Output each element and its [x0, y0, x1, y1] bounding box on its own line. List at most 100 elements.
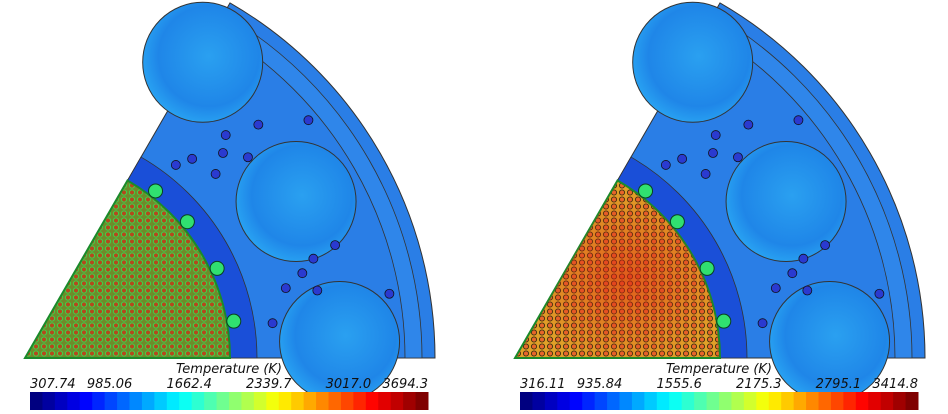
coolant-hole: [313, 286, 322, 295]
coolant-hole: [701, 169, 710, 178]
coolant-hole: [188, 154, 197, 163]
colorbar-step: [204, 392, 217, 410]
colorbar-step: [806, 392, 819, 410]
colorbar-step: [881, 392, 894, 410]
colorbar-step: [570, 392, 583, 410]
colorbar-step: [167, 392, 180, 410]
coolant-hole: [678, 154, 687, 163]
colorbar-step: [316, 392, 329, 410]
colorbar-step: [105, 392, 118, 410]
edge-channel: [227, 314, 241, 328]
colorbar-step: [366, 392, 379, 410]
colorbar-tick-label: 2339.7: [246, 377, 292, 392]
colorbar-step: [781, 392, 794, 410]
colorbar-step: [179, 392, 192, 410]
colorbar-step: [906, 392, 919, 410]
colorbar-step: [341, 392, 354, 410]
colorbar-step: [403, 392, 416, 410]
coolant-hole: [281, 284, 290, 293]
colorbar-step: [682, 392, 695, 410]
coolant-hole: [243, 153, 252, 162]
coolant-hole: [771, 284, 780, 293]
colorbar-step: [67, 392, 80, 410]
colorbar-tick-label: 1662.4: [166, 377, 212, 392]
coolant-hole: [733, 153, 742, 162]
colorbar-step: [893, 392, 906, 410]
coolant-hole: [221, 131, 230, 140]
edge-channel: [180, 215, 194, 229]
colorbar-step: [520, 392, 533, 410]
colorbar-step: [644, 392, 657, 410]
colorbar-tick-label: 3414.8: [873, 377, 919, 392]
coolant-hole: [298, 269, 307, 278]
edge-channel: [639, 184, 653, 198]
colorbar-step: [241, 392, 254, 410]
coolant-hole: [758, 319, 767, 328]
colorbar-tick-label: 3017.0: [326, 377, 372, 392]
coolant-hole: [799, 254, 808, 263]
coolant-hole: [331, 241, 340, 250]
colorbar-step: [378, 392, 391, 410]
edge-channel: [700, 261, 714, 275]
colorbar-step: [55, 392, 68, 410]
colorbar-step: [831, 392, 844, 410]
colorbar-step: [707, 392, 720, 410]
colorbar-tick-label: 307.74: [30, 377, 76, 392]
colorbar-step: [595, 392, 608, 410]
colorbar-step: [304, 392, 317, 410]
colorbar-step: [229, 392, 242, 410]
colorbar-step: [266, 392, 279, 410]
panel: [515, 2, 925, 401]
coolant-hole: [385, 289, 394, 298]
coolant-hole: [268, 319, 277, 328]
coolant-hole: [744, 120, 753, 129]
colorbar-step: [868, 392, 881, 410]
colorbar-step: [30, 392, 43, 410]
colorbar-step: [731, 392, 744, 410]
large-channel: [143, 2, 263, 122]
coolant-hole: [875, 289, 884, 298]
colorbar-step: [607, 392, 620, 410]
coolant-hole: [661, 160, 670, 169]
colorbar-step: [632, 392, 645, 410]
colorbar-step: [545, 392, 558, 410]
colorbar-step: [843, 392, 856, 410]
large-channel: [633, 2, 753, 122]
screen: Temperature (K) 307.74 985.06 1662.4 2339.7 3…: [0, 0, 948, 414]
colorbar-step: [620, 392, 633, 410]
colorbar-tick-label: 985.06: [87, 377, 133, 392]
colorbar-step: [719, 392, 732, 410]
coolant-hole: [211, 169, 220, 178]
colorbar-step: [117, 392, 130, 410]
colorbar-step: [416, 392, 429, 410]
coolant-hole: [218, 148, 227, 157]
colorbar-tick-label: 1555.6: [656, 377, 702, 392]
colorbar-step: [557, 392, 570, 410]
colorbar-step: [329, 392, 342, 410]
coolant-hole: [708, 148, 717, 157]
edge-channel: [210, 261, 224, 275]
coolant-hole: [821, 241, 830, 250]
colorbar-step: [254, 392, 267, 410]
colorbar-step: [192, 392, 205, 410]
panel: [25, 2, 435, 401]
colorbar-tick-label: 2795.1: [816, 377, 862, 392]
coolant-hole: [803, 286, 812, 295]
colorbar-title: Temperature (K): [176, 362, 282, 377]
coolant-hole: [309, 254, 318, 263]
colorbar-step: [769, 392, 782, 410]
colorbar-step: [856, 392, 869, 410]
edge-channel: [717, 314, 731, 328]
colorbar-step: [694, 392, 707, 410]
coolant-hole: [171, 160, 180, 169]
edge-channel: [670, 215, 684, 229]
colorbar-step: [154, 392, 167, 410]
colorbar-step: [80, 392, 93, 410]
colorbar-step: [819, 392, 832, 410]
colorbar-step: [794, 392, 807, 410]
colorbar-step: [92, 392, 105, 410]
colorbar-step: [657, 392, 670, 410]
colorbar-step: [130, 392, 143, 410]
coolant-hole: [304, 116, 313, 125]
colorbar-tick-label: 316.11: [520, 377, 566, 392]
